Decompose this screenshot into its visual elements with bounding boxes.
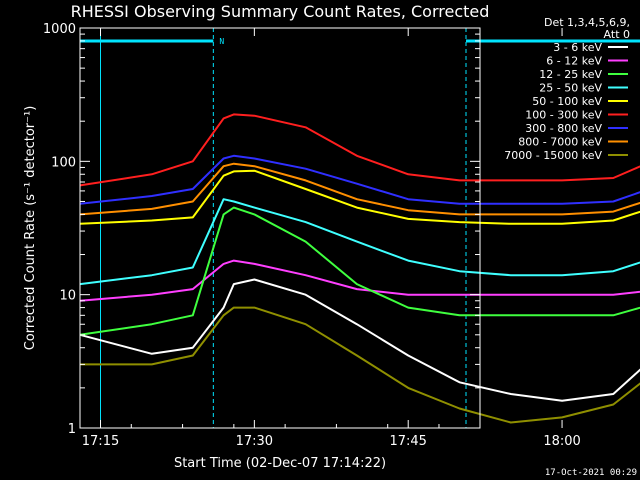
series-line-6 [79, 154, 640, 205]
series-line-1 [79, 259, 640, 302]
y-axis-ticks: 1 10 100 1000 [43, 22, 480, 437]
legend-entry-label: 25 - 50 keV [539, 82, 602, 95]
legend-title-line: Att 0 [604, 28, 630, 41]
y-tick-label: 100 [51, 155, 76, 170]
legend-entry-label: 12 - 25 keV [539, 68, 602, 81]
y-tick-label: 1000 [43, 22, 76, 37]
marker-label: N [219, 37, 224, 46]
legend-entry-label: 50 - 100 keV [532, 95, 602, 108]
legend-entry-label: 6 - 12 keV [546, 55, 602, 68]
series-line-4 [79, 169, 640, 225]
legend-entry-label: 800 - 7000 keV [518, 136, 602, 149]
y-tick-label: 10 [59, 289, 76, 304]
legend-entry-label: 3 - 6 keV [553, 41, 602, 54]
legend-title-line: Det 1,3,4,5,6,9, [544, 16, 630, 29]
plot-frame [79, 27, 481, 429]
legend-entry-label: 300 - 800 keV [525, 122, 602, 135]
chart-title: RHESSI Observing Summary Count Rates, Co… [71, 2, 490, 21]
x-tick-label: 17:15 [82, 434, 119, 449]
series-layer [79, 113, 640, 424]
y-axis-label: Corrected Count Rate (s⁻¹ detector⁻¹) [23, 106, 38, 351]
series-line-7 [79, 162, 640, 216]
series-line-3 [79, 198, 640, 286]
legend-entry-label: 7000 - 15000 keV [504, 149, 602, 162]
y-tick-label: 1 [68, 422, 76, 437]
cyan-markers: N [80, 28, 640, 428]
x-axis-label: Start Time (02-Dec-07 17:14:22) [174, 456, 386, 471]
series-line-5 [79, 113, 640, 187]
x-tick-label: 17:45 [389, 434, 426, 449]
series-line-2 [79, 206, 640, 336]
series-line-8 [80, 306, 640, 424]
series-line-0 [79, 278, 640, 402]
x-tick-label: 17:30 [236, 434, 273, 449]
x-tick-label: 18:00 [543, 434, 580, 449]
footer-timestamp: 17-Oct-2021 00:29 [545, 468, 637, 478]
legend-entry-label: 100 - 300 keV [525, 109, 602, 122]
